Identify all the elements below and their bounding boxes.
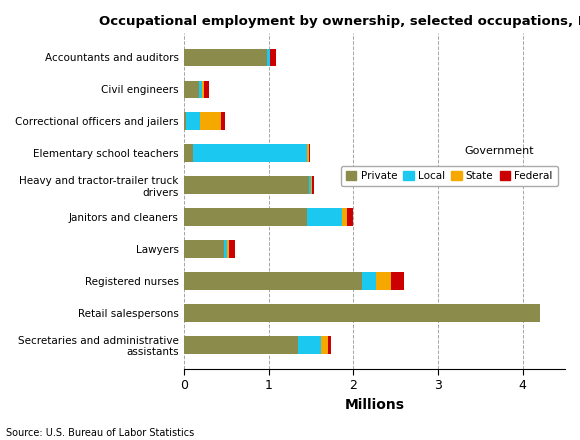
Bar (328, 336, 331, 354)
Bar (184, 81, 198, 98)
Text: Source: U.S. Bureau of Labor Statistics: Source: U.S. Bureau of Labor Statistics (6, 428, 194, 438)
Text: Government: Government (464, 146, 534, 156)
Bar (362, 272, 376, 290)
Bar (376, 272, 391, 290)
Legend: Private, Local, State, Federal: Private, Local, State, Federal (341, 166, 558, 187)
Bar (391, 272, 404, 290)
Bar (184, 304, 539, 322)
Bar (198, 81, 202, 98)
Bar (321, 336, 328, 354)
Bar (184, 176, 309, 194)
X-axis label: Millions: Millions (345, 398, 405, 412)
Bar (186, 113, 200, 130)
Bar (229, 240, 235, 258)
Bar (224, 240, 227, 258)
Bar (184, 48, 267, 66)
Bar (342, 208, 347, 226)
Bar (184, 208, 307, 226)
Bar (184, 240, 224, 258)
Bar (299, 336, 321, 354)
Bar (202, 81, 205, 98)
Bar (184, 113, 186, 130)
Bar (307, 144, 309, 162)
Bar (270, 48, 276, 66)
Bar (347, 208, 353, 226)
Bar (193, 144, 307, 162)
Bar (311, 176, 312, 194)
Bar (205, 81, 209, 98)
Bar (184, 336, 299, 354)
Bar (184, 272, 362, 290)
Bar (184, 144, 193, 162)
Bar (309, 176, 311, 194)
Title: Occupational employment by ownership, selected occupations, May 2010: Occupational employment by ownership, se… (99, 15, 580, 28)
Bar (222, 113, 225, 130)
Bar (200, 113, 222, 130)
Bar (227, 240, 229, 258)
Bar (267, 48, 270, 66)
Bar (307, 208, 342, 226)
Bar (312, 176, 314, 194)
Bar (309, 144, 310, 162)
